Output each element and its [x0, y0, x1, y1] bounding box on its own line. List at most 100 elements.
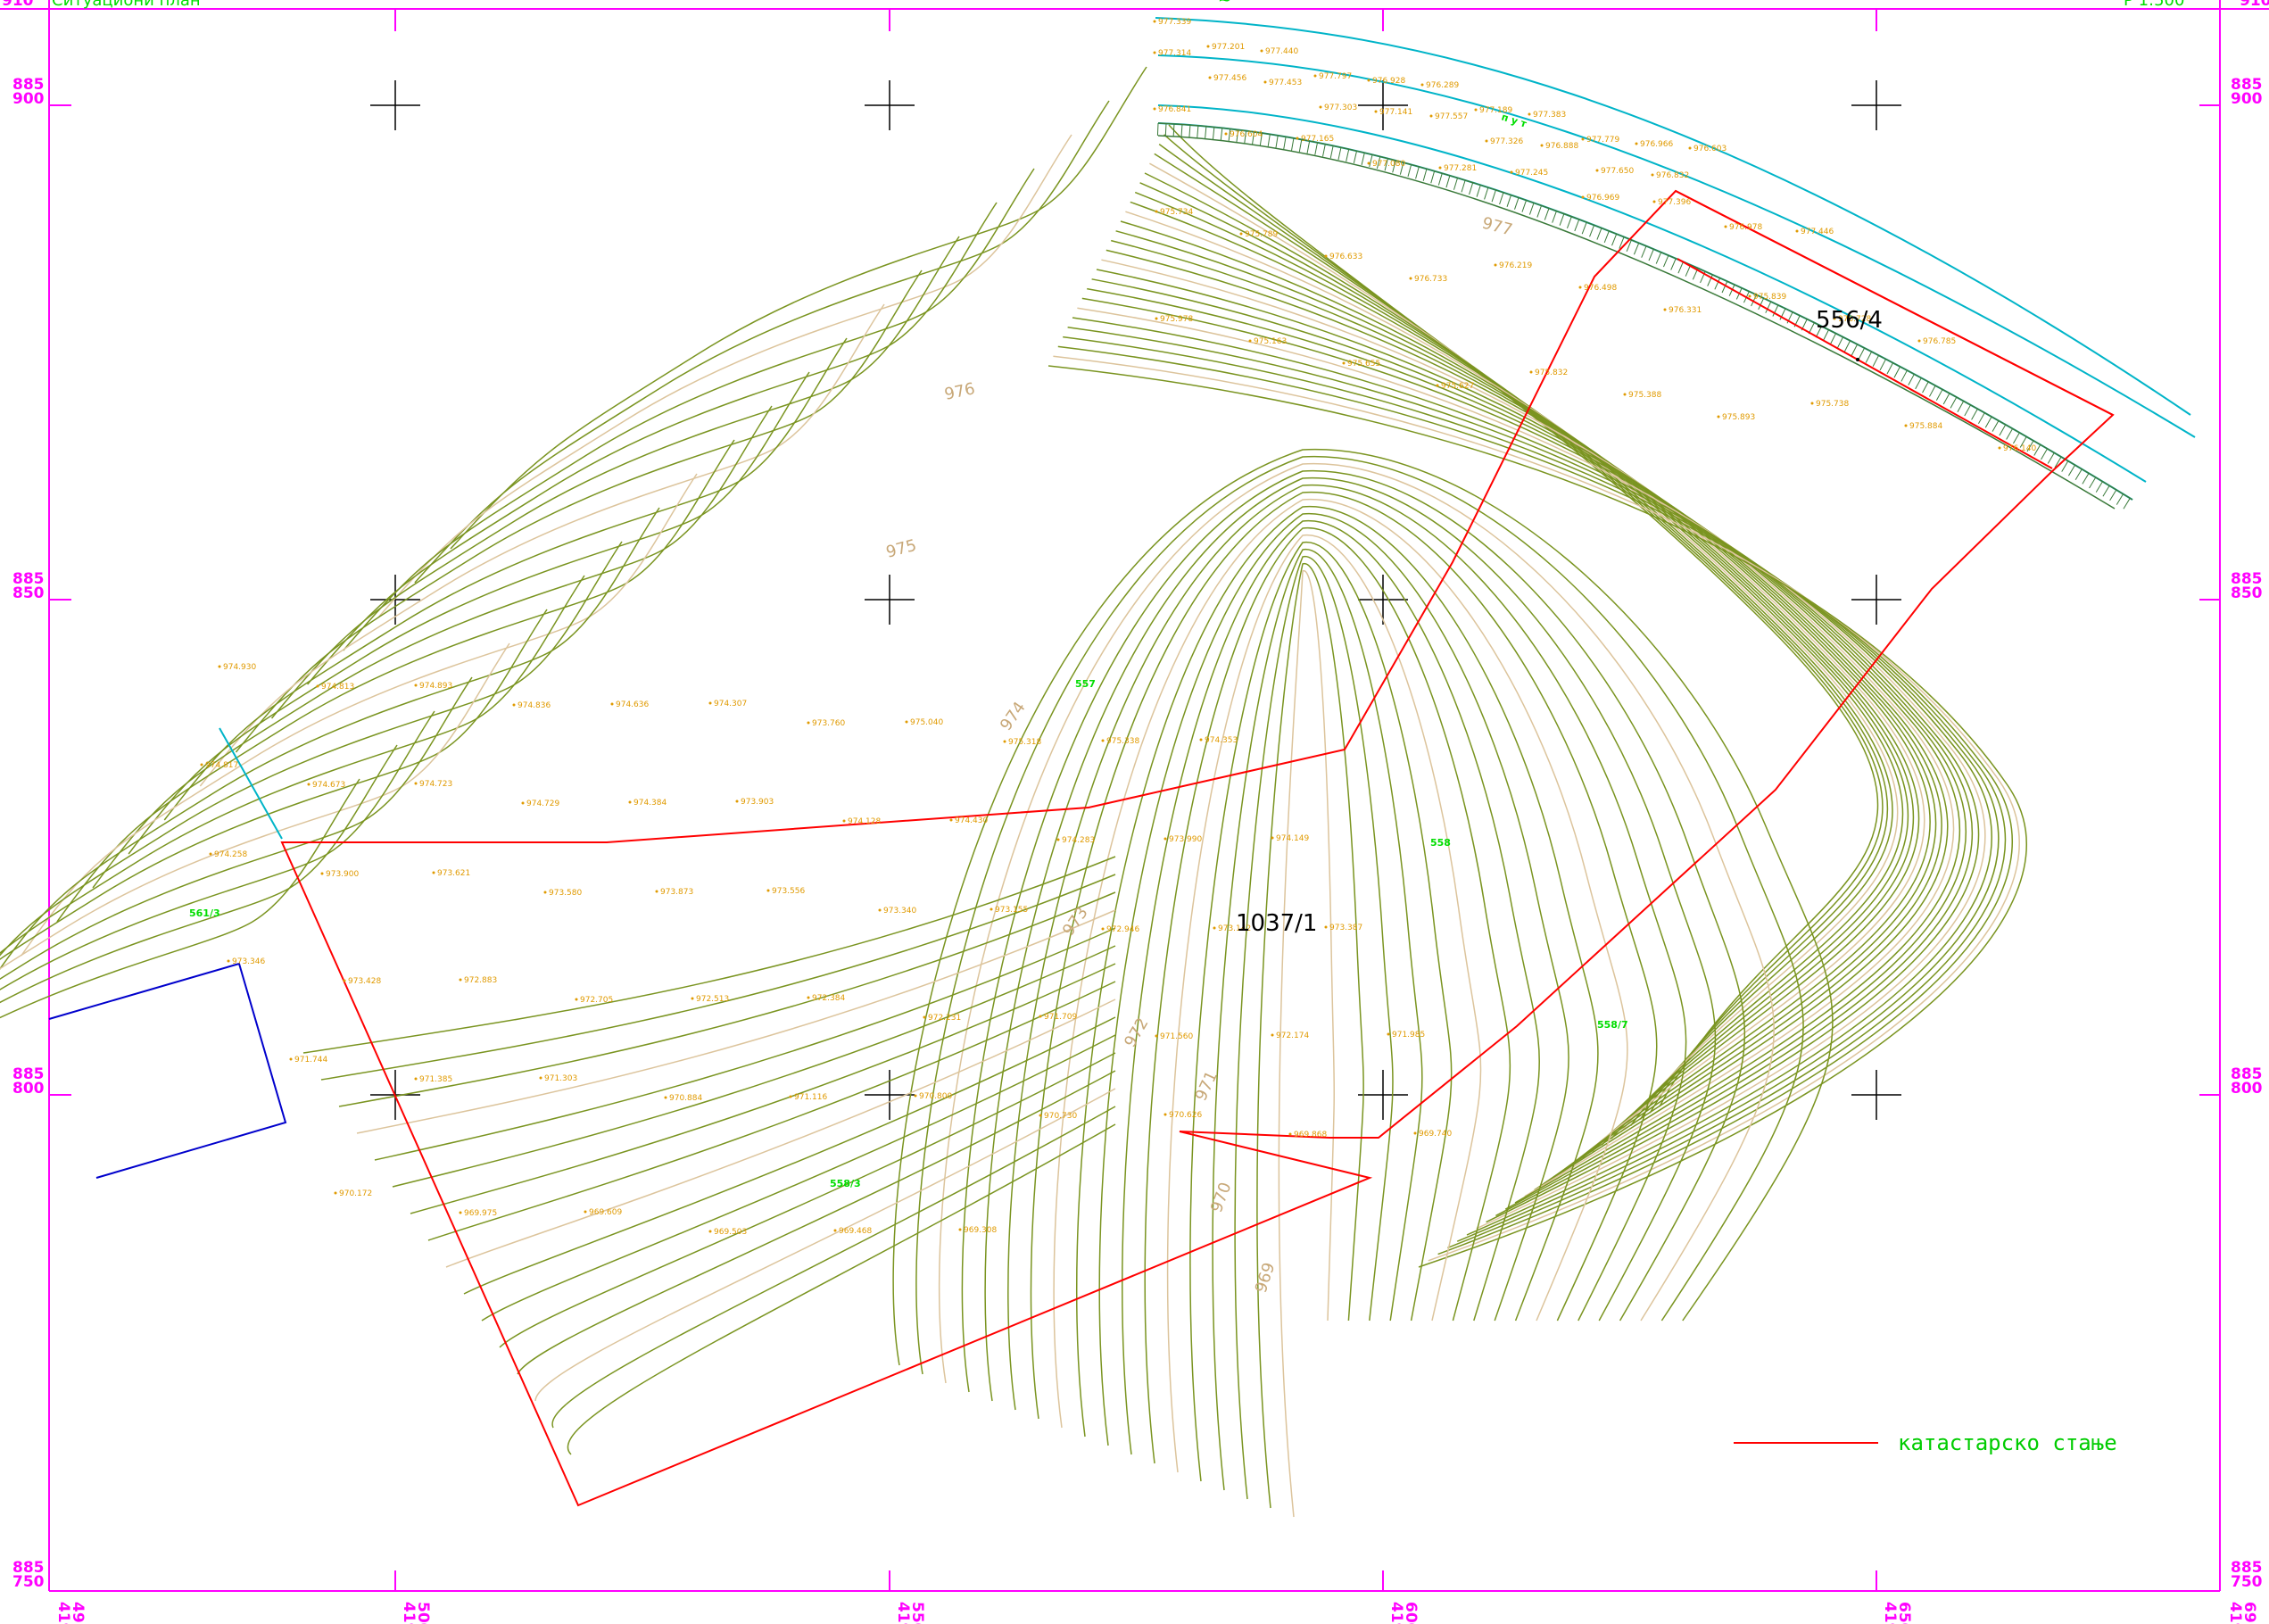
elevation-dot	[1263, 80, 1267, 84]
elevation-dot	[316, 684, 319, 688]
contour-line	[1076, 506, 1599, 1438]
elevation-dot	[664, 1096, 667, 1099]
elevation-label: 977.303	[1324, 104, 1357, 112]
elevation-label: 974.893	[419, 682, 452, 691]
hatch-tick	[1751, 294, 1757, 307]
elevation-label: 973.580	[549, 889, 582, 898]
elevation-label: 975.388	[1628, 391, 1661, 400]
contour-line	[1189, 542, 1453, 1482]
elevation-label: 977.080	[1372, 160, 1405, 169]
elevation-dot	[1213, 926, 1216, 930]
hatch-tick	[1964, 404, 1972, 417]
hatch-tick	[1188, 125, 1191, 138]
elevation-dot	[1540, 144, 1544, 147]
hatch-tick	[1236, 129, 1239, 143]
contour-lines	[0, 66, 2027, 1518]
elevation-dot	[1429, 114, 1433, 118]
contour-line	[1030, 492, 1658, 1420]
elevation-dot	[1153, 20, 1156, 23]
contour-line	[938, 463, 1775, 1384]
elevation-label: 975.884	[1909, 422, 1942, 431]
elevation-label: 975.627	[1441, 382, 1474, 391]
hatch-tick	[1893, 366, 1900, 378]
elevation-dot	[1748, 294, 1751, 298]
hatch-tick	[1829, 333, 1836, 345]
plan-title: Ситуациони план	[52, 0, 201, 10]
contour-line	[392, 945, 1116, 1188]
hatch-tick	[1707, 274, 1713, 286]
contour-line	[1115, 230, 1937, 1178]
contour-line	[0, 710, 435, 991]
contour-line	[1111, 239, 1942, 1185]
elevation-label: 976.289	[1426, 81, 1459, 90]
elevation-dot	[1056, 838, 1060, 841]
elevation-dot	[1324, 254, 1328, 258]
elevation-label: 974.729	[526, 800, 559, 808]
elevation-label: 976.604	[1230, 130, 1263, 139]
hatch-tick	[1353, 151, 1357, 163]
elevation-label: 974.813	[321, 683, 354, 692]
elevation-dot	[1271, 1033, 1274, 1037]
elevation-dot	[1663, 308, 1667, 311]
elevation-dot	[1635, 142, 1638, 145]
elevation-dot	[575, 998, 578, 1001]
contour-line	[414, 100, 1110, 584]
elevation-dot	[949, 818, 953, 822]
elevation-dot	[1260, 49, 1263, 53]
elevation-label: 974.817	[205, 761, 238, 770]
hatch-tick	[1437, 173, 1443, 186]
elevation-dot	[789, 1095, 792, 1098]
hatch-tick	[1544, 208, 1550, 220]
contour-line	[1053, 499, 1628, 1429]
elevation-dot	[1239, 232, 1243, 236]
frame-label-bottom: 500	[414, 1602, 432, 1624]
elevation-label: 974.836	[518, 701, 551, 710]
parcel-number-green: 557	[1075, 678, 1096, 690]
contour-line	[1087, 287, 1973, 1217]
elevation-dot	[414, 684, 418, 687]
hatch-tick	[1384, 158, 1388, 171]
elevation-label: 971.303	[544, 1074, 577, 1083]
elevation-label: 974.128	[848, 817, 881, 826]
scale-text: Р 1:500	[2124, 0, 2184, 10]
elevation-dot	[334, 1191, 337, 1195]
hatch-tick	[2054, 456, 2062, 468]
elevation-label: 977.797	[1319, 72, 1352, 81]
elevation-dot	[1324, 925, 1328, 929]
hatch-tick	[1677, 261, 1684, 274]
contour-line	[499, 1052, 1116, 1348]
contour-line	[892, 449, 1834, 1366]
contour-line	[1120, 220, 1931, 1172]
elevation-dot	[1717, 415, 1720, 418]
hatch-tick	[2109, 489, 2117, 501]
contour-line	[356, 909, 1116, 1134]
elevation-label: 973.155	[995, 906, 1028, 915]
elevation-label: 973.556	[772, 887, 805, 896]
hatch-tick	[1275, 135, 1279, 148]
elevation-label: 975.040	[910, 718, 943, 727]
hatch-tick	[1843, 340, 1851, 352]
hatch-tick	[2026, 440, 2034, 452]
elevation-label: 969.503	[714, 1228, 747, 1237]
elevation-dot	[1248, 339, 1252, 343]
elevation-label: 974.283	[1062, 836, 1095, 845]
elevation-dot	[833, 1229, 837, 1232]
elevation-dot	[1163, 1113, 1167, 1116]
hatch-tick	[1499, 192, 1504, 205]
elevation-label: 977.326	[1490, 137, 1523, 146]
elevation-label: 974.430	[955, 816, 988, 825]
frame-label-bottom: 419	[1387, 1602, 1405, 1624]
elevation-label: 973.760	[812, 719, 845, 728]
frame-label-left: 885	[12, 570, 45, 588]
hatch-tick	[1858, 347, 1866, 360]
hatch-tick	[1685, 264, 1692, 277]
hatch-tick	[1244, 130, 1247, 144]
road-name: п у т	[1500, 111, 1528, 129]
elevation-dot	[1413, 1131, 1417, 1135]
hatch-tick	[1306, 141, 1311, 153]
elevation-label: 973.990	[1169, 835, 1202, 844]
contour-line	[0, 676, 473, 981]
contour-line	[1212, 549, 1423, 1491]
frame-label-right: 800	[2231, 1080, 2263, 1098]
left-coordinate-labels: 885 900 885 850 885 800 885 750	[12, 76, 45, 1591]
